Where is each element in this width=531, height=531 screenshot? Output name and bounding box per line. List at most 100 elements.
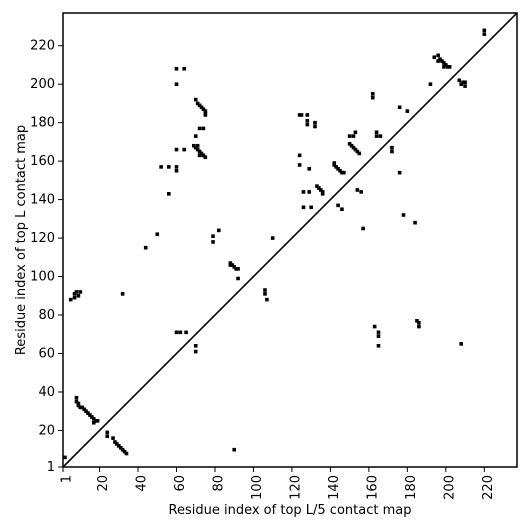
y-tick-label: 80 — [38, 308, 55, 323]
contact-point — [342, 170, 346, 175]
contact-point — [118, 445, 123, 450]
contact-point — [63, 455, 67, 460]
y-tick-label: 180 — [30, 116, 55, 131]
contact-point — [340, 170, 344, 175]
contact-point — [201, 153, 206, 158]
contact-point — [338, 168, 342, 173]
y-tick-label: 140 — [30, 193, 55, 208]
contact-point — [178, 330, 183, 335]
contact-point — [203, 111, 208, 115]
contact-point — [353, 147, 358, 152]
contact-point — [305, 113, 310, 117]
contact-point — [263, 292, 267, 296]
x-tick-label: 120 — [288, 475, 303, 500]
contact-point — [182, 66, 186, 71]
contact-point — [167, 165, 171, 169]
contact-point — [482, 32, 487, 36]
contact-point — [195, 143, 200, 148]
y-tick-label: 20 — [38, 423, 55, 438]
y-tick-label: 120 — [30, 231, 55, 246]
contact-point — [318, 188, 323, 192]
contact-point — [111, 436, 115, 440]
y-tick-label: 40 — [38, 385, 55, 400]
contact-point — [95, 419, 100, 423]
contact-point — [88, 413, 92, 417]
contact-point — [211, 240, 215, 244]
contact-point — [236, 267, 240, 271]
x-tick-label: 60 — [173, 475, 188, 492]
contact-point — [305, 122, 310, 127]
contact-point — [359, 190, 363, 194]
x-tick-label: 220 — [481, 475, 496, 500]
contact-point — [305, 118, 310, 123]
contact-point — [320, 190, 325, 194]
contact-point — [447, 65, 452, 69]
contact-point — [390, 149, 394, 154]
contact-point — [442, 65, 446, 69]
contact-point — [193, 134, 198, 138]
contact-point — [336, 167, 340, 171]
contact-point — [174, 330, 179, 335]
contact-point — [201, 126, 206, 131]
contact-point — [438, 57, 442, 61]
contact-point — [193, 145, 198, 150]
contact-point — [440, 59, 444, 63]
contact-point — [234, 267, 238, 271]
contact-point — [461, 80, 465, 85]
contact-point — [459, 342, 464, 346]
contact-point — [76, 403, 81, 408]
contact-point — [116, 444, 121, 448]
contact-point — [74, 290, 79, 294]
contact-point — [428, 82, 433, 86]
contact-point — [397, 105, 402, 110]
contact-point — [432, 55, 437, 60]
contact-point — [203, 113, 208, 117]
contact-point — [355, 188, 360, 192]
contact-point — [397, 170, 402, 175]
x-tick-label: 1 — [60, 475, 75, 483]
contact-point — [228, 263, 233, 267]
x-tick-label: 180 — [404, 475, 419, 500]
contact-point — [174, 168, 179, 173]
contact-point — [155, 232, 160, 237]
contact-point — [105, 434, 110, 439]
contact-point — [442, 61, 446, 65]
plot-frame — [62, 12, 518, 468]
contact-point — [74, 399, 79, 404]
contact-point — [203, 155, 208, 160]
contact-point — [78, 405, 83, 410]
contact-point — [76, 401, 81, 406]
contact-point — [167, 192, 171, 196]
contact-point — [120, 292, 125, 296]
contact-point — [301, 205, 306, 210]
contact-point — [349, 143, 354, 148]
contact-point — [463, 84, 467, 88]
contact-point — [113, 440, 117, 444]
y-tick-label: 100 — [30, 270, 55, 285]
contact-point — [122, 449, 127, 454]
contact-point — [195, 147, 200, 152]
contact-point — [336, 203, 340, 208]
contact-point — [197, 149, 202, 154]
contact-point — [372, 324, 377, 329]
contact-point — [374, 134, 379, 138]
contact-point — [313, 124, 317, 129]
contact-point — [370, 91, 375, 96]
contact-point — [265, 297, 269, 302]
contact-point — [193, 97, 198, 102]
contact-point — [332, 161, 337, 165]
contact-point — [84, 409, 88, 414]
contact-point — [351, 145, 356, 150]
contact-point — [72, 295, 77, 300]
contact-point — [217, 228, 221, 233]
diagonal-line — [62, 12, 518, 468]
contact-point — [91, 417, 96, 421]
contact-point — [417, 324, 421, 329]
contact-point — [376, 344, 381, 348]
contact-point — [417, 320, 421, 325]
contact-point — [413, 220, 417, 225]
contact-point — [415, 318, 419, 323]
contact-point — [143, 245, 148, 250]
contact-point — [93, 419, 98, 423]
x-tick-label: 80 — [211, 475, 226, 492]
